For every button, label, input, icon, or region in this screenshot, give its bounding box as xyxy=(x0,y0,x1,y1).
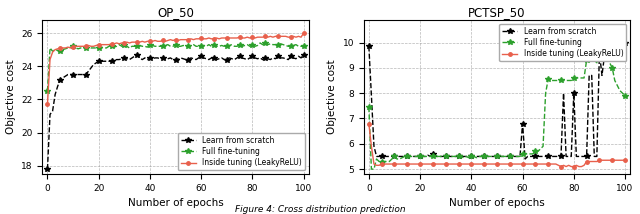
Full fine-tuning xyxy=(547,79,555,82)
Title: PCTSP_50: PCTSP_50 xyxy=(468,6,525,19)
Full fine-tuning xyxy=(61,48,69,50)
Legend: Learn from scratch, Full fine-tuning, Inside tuning (LeakyReLU): Learn from scratch, Full fine-tuning, In… xyxy=(499,24,627,61)
Learn from scratch xyxy=(108,60,115,62)
Full fine-tuning xyxy=(236,43,243,46)
Inside tuning (LeakyReLU) xyxy=(223,37,230,39)
Inside tuning (LeakyReLU) xyxy=(161,40,169,43)
Title: OP_50: OP_50 xyxy=(157,6,194,19)
Learn from scratch xyxy=(365,45,372,48)
Full fine-tuning xyxy=(223,45,230,48)
Full fine-tuning xyxy=(108,45,115,48)
Full fine-tuning xyxy=(431,155,439,158)
X-axis label: Number of epochs: Number of epochs xyxy=(449,198,545,208)
Learn from scratch xyxy=(300,53,307,56)
Full fine-tuning xyxy=(161,44,169,47)
Inside tuning (LeakyReLU) xyxy=(518,163,526,165)
Y-axis label: Objective cost: Objective cost xyxy=(6,60,15,134)
Inside tuning (LeakyReLU) xyxy=(429,163,436,165)
Inside tuning (LeakyReLU) xyxy=(197,37,205,39)
Learn from scratch xyxy=(383,155,390,158)
Inside tuning (LeakyReLU) xyxy=(557,165,565,168)
X-axis label: Number of epochs: Number of epochs xyxy=(127,198,223,208)
Learn from scratch xyxy=(238,57,246,59)
Learn from scratch xyxy=(483,155,490,158)
Learn from scratch xyxy=(429,153,436,155)
Inside tuning (LeakyReLU) xyxy=(365,122,372,125)
Full fine-tuning xyxy=(44,90,51,92)
Full fine-tuning xyxy=(621,94,629,97)
Line: Full fine-tuning: Full fine-tuning xyxy=(366,27,628,172)
Full fine-tuning xyxy=(385,160,393,163)
Learn from scratch xyxy=(225,57,233,59)
Full fine-tuning xyxy=(300,45,307,48)
Text: Figure 4: Cross distribution prediction: Figure 4: Cross distribution prediction xyxy=(235,205,405,214)
Line: Learn from scratch: Learn from scratch xyxy=(45,52,307,172)
Inside tuning (LeakyReLU) xyxy=(44,103,51,106)
Inside tuning (LeakyReLU) xyxy=(560,164,568,166)
Learn from scratch xyxy=(200,57,207,59)
Learn from scratch xyxy=(164,58,172,60)
Full fine-tuning xyxy=(596,28,604,31)
Inside tuning (LeakyReLU) xyxy=(545,163,552,165)
Full fine-tuning xyxy=(485,155,493,158)
Inside tuning (LeakyReLU) xyxy=(621,159,629,162)
Full fine-tuning xyxy=(521,153,529,155)
Full fine-tuning xyxy=(197,45,205,48)
Learn from scratch xyxy=(621,41,629,44)
Learn from scratch xyxy=(133,53,141,56)
Full fine-tuning xyxy=(560,79,568,82)
Inside tuning (LeakyReLU) xyxy=(383,163,390,165)
Legend: Learn from scratch, Full fine-tuning, Inside tuning (LeakyReLU): Learn from scratch, Full fine-tuning, In… xyxy=(178,133,305,170)
Inside tuning (LeakyReLU) xyxy=(300,32,307,34)
Y-axis label: Objective cost: Objective cost xyxy=(327,60,337,134)
Line: Inside tuning (LeakyReLU): Inside tuning (LeakyReLU) xyxy=(45,31,305,106)
Line: Learn from scratch: Learn from scratch xyxy=(366,40,628,162)
Full fine-tuning xyxy=(367,168,375,170)
Learn from scratch xyxy=(44,168,51,171)
Line: Full fine-tuning: Full fine-tuning xyxy=(45,40,307,94)
Inside tuning (LeakyReLU) xyxy=(236,36,243,39)
Full fine-tuning xyxy=(365,106,372,108)
Inside tuning (LeakyReLU) xyxy=(61,47,69,49)
Inside tuning (LeakyReLU) xyxy=(108,43,115,45)
Line: Inside tuning (LeakyReLU): Inside tuning (LeakyReLU) xyxy=(367,122,627,168)
Learn from scratch xyxy=(61,75,69,77)
Learn from scratch xyxy=(560,92,568,94)
Inside tuning (LeakyReLU) xyxy=(483,163,490,165)
Learn from scratch xyxy=(547,155,555,158)
Learn from scratch xyxy=(518,122,526,125)
Full fine-tuning xyxy=(256,42,264,44)
Learn from scratch xyxy=(521,158,529,160)
